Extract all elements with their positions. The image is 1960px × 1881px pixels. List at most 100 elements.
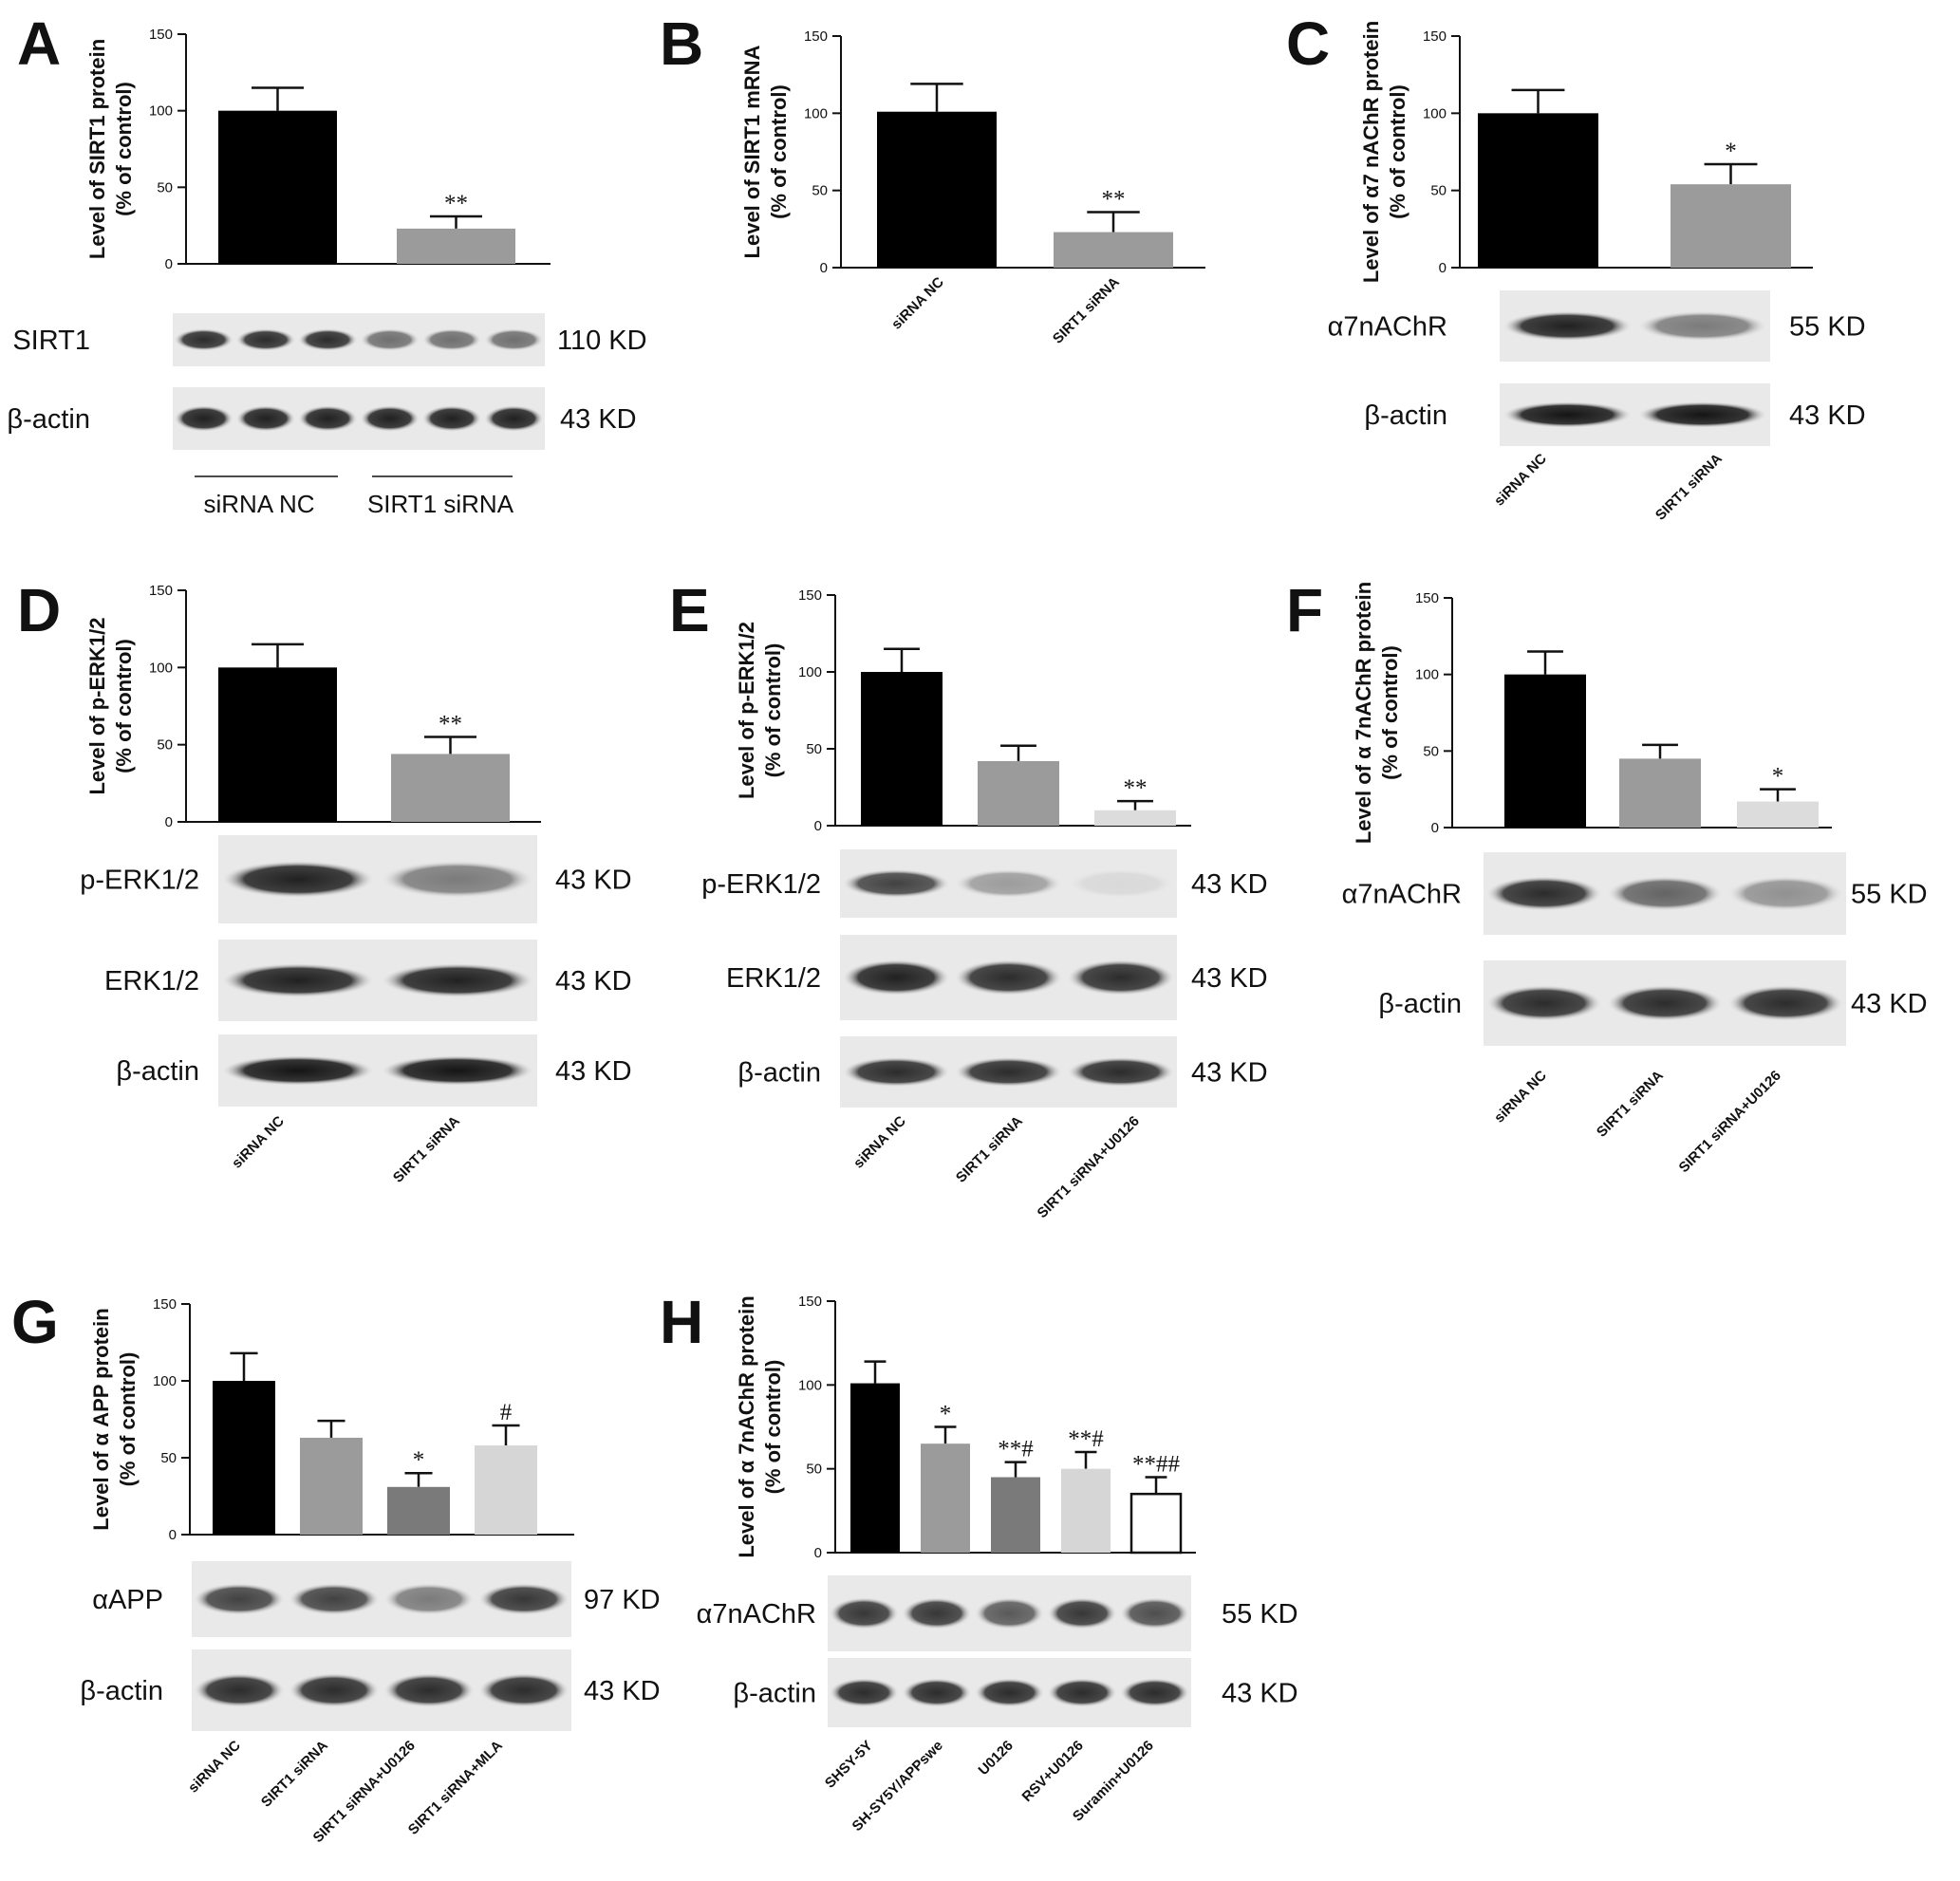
y-tick-label: 100 [149,660,173,676]
blot-size-label: 43 KD [1789,400,1866,431]
y-axis-label: Level of p-ERK1/2 [735,622,758,799]
blot-band [289,1672,380,1708]
y-axis-label: (% of control) [767,84,791,219]
category-label: siRNA NC [1491,451,1550,510]
significance-mark: ** [444,191,468,216]
blot-size-label: 43 KD [555,966,632,996]
category-label: SIRT1 siRNA [1050,274,1123,347]
category-label: SIRT1 siRNA [1594,1068,1667,1141]
blot-band [1119,1597,1190,1630]
blot-band [974,1597,1045,1630]
significance-mark: **# [998,1437,1034,1462]
blot-band [1637,310,1768,342]
y-axis-label: (% of control) [112,82,136,216]
category-label: SHSY-5Y [822,1738,876,1792]
blot-band [221,1055,375,1086]
panel-c: C 0 50 100 150 Level of α7 nAChR protein (% of… [1286,9,1866,524]
y-tick-label: 150 [804,28,828,45]
western-blot [192,1649,571,1731]
blot-band [221,860,375,899]
blot-band [174,405,234,432]
blot-band [1067,959,1175,996]
y-tick-label: 0 [820,260,828,276]
blot-size-label: 43 KD [555,866,632,896]
bar-e-1 [861,672,943,826]
blot-band [1606,985,1724,1021]
category-label: SIRT1 siRNA+MLA [405,1738,506,1838]
blot-protein-label: β-actin [1364,400,1447,431]
y-tick-label: 100 [149,103,173,120]
western-blot [192,1561,571,1637]
y-tick-label: 150 [798,587,822,604]
blot-protein-label: αAPP [92,1585,163,1615]
blot-band [1067,1056,1175,1088]
blot-size-label: 43 KD [1191,869,1268,900]
category-label: SIRT1 siRNA [1652,451,1726,524]
bar-f-3 [1737,801,1819,828]
y-tick-label: 100 [153,1373,177,1389]
blot-band [483,328,544,351]
y-tick-label: 150 [1415,590,1439,606]
significance-mark: * [1772,764,1784,790]
blot-band [842,1056,950,1088]
y-axis-label: Level of SIRT1 mRNA [740,45,764,258]
bar-g-1 [213,1381,275,1535]
significance-mark: * [413,1447,425,1473]
bar-f-1 [1504,674,1586,828]
y-axis-label: Level of α 7nAChR protein [1352,582,1375,844]
western-blot [840,935,1177,1020]
blot-band [1606,876,1724,911]
y-tick-label: 0 [814,1545,822,1561]
blot-band [174,328,234,351]
blot-protein-label: α7nAChR [1342,880,1462,910]
blot-band [194,1583,285,1615]
blot-band [954,868,1063,899]
blot-band [1119,1678,1190,1707]
y-axis-label: Level of p-ERK1/2 [85,617,109,794]
significance-mark: **# [1068,1426,1104,1452]
blot-protein-label: β-actin [80,1676,163,1706]
y-tick-label: 50 [806,1462,822,1478]
bar-g-3 [387,1486,450,1535]
category-label: siRNA NC [203,490,314,518]
blot-protein-label: ERK1/2 [104,966,199,996]
category-label: SIRT1 siRNA+U0126 [1676,1068,1784,1176]
category-label: siRNA NC [1491,1068,1550,1127]
y-tick-label: 150 [798,1294,822,1310]
blot-band [383,1672,475,1708]
blot-band [297,328,358,351]
blot-band [902,1678,972,1707]
y-tick-label: 50 [157,179,173,196]
bar-e-3 [1094,810,1176,826]
blot-size-label: 55 KD [1851,880,1928,910]
y-tick-label: 100 [804,105,828,121]
panel-label: B [660,9,703,78]
category-label: siRNA NC [229,1113,288,1172]
blot-band [954,959,1063,996]
blot-band [478,1583,569,1615]
y-axis-label: (% of control) [761,643,785,778]
category-label: SIRT1 siRNA [258,1738,331,1811]
y-tick-label: 0 [1431,820,1439,836]
western-blot [218,1034,537,1107]
blot-size-label: 97 KD [584,1585,661,1615]
western-blot [1484,960,1846,1046]
blot-membrane [173,313,545,366]
panel-label: D [17,576,61,644]
significance-mark: * [1725,139,1737,164]
significance-mark: **## [1132,1452,1181,1478]
y-axis-label: Level of α APP protein [89,1308,113,1530]
panel-label: F [1286,576,1323,644]
blot-size-label: 43 KD [1222,1679,1298,1709]
western-blot [1484,852,1846,935]
western-blot [840,849,1177,918]
blot-band [421,328,482,351]
blot-band [478,1672,569,1708]
significance-mark: * [940,1402,952,1427]
blot-size-label: 43 KD [1191,963,1268,994]
panel-a: A 0 50 100 150 Level of SIRT1 protein (% of co… [7,9,646,518]
blot-band [1047,1597,1117,1630]
y-tick-label: 150 [1423,28,1447,45]
bar-h-2 [921,1443,970,1553]
